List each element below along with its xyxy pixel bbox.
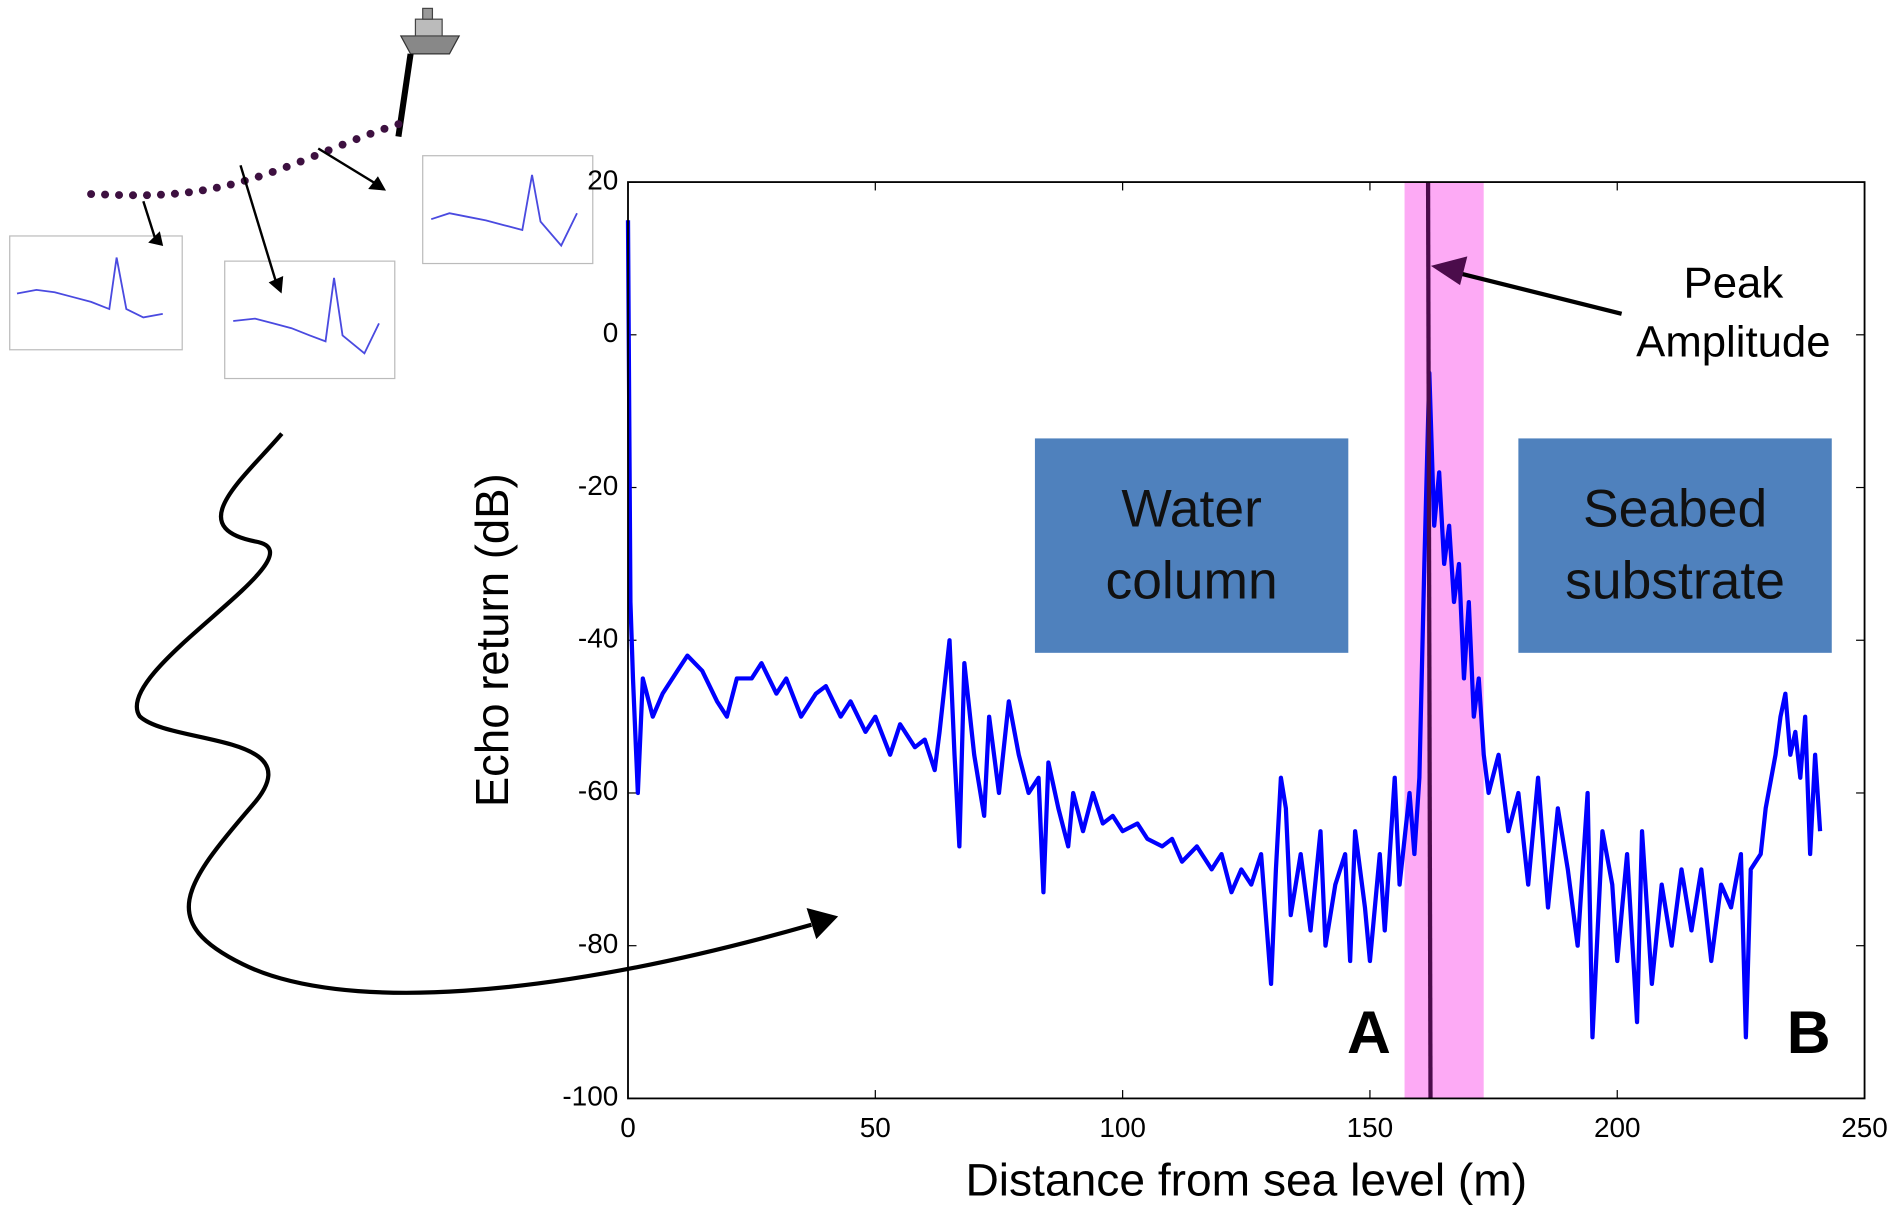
track-dot bbox=[212, 183, 221, 192]
box-label: substrate bbox=[1565, 552, 1785, 611]
track-dot bbox=[310, 152, 319, 160]
track-dot bbox=[87, 190, 96, 199]
y-tick-label: 20 bbox=[587, 165, 618, 196]
y-tick-label: -80 bbox=[578, 928, 618, 959]
x-tick-label: 150 bbox=[1347, 1112, 1394, 1143]
y-tick-label: -40 bbox=[578, 623, 618, 654]
x-tick-label: 200 bbox=[1594, 1112, 1641, 1143]
label-box bbox=[1518, 438, 1832, 653]
box-label: Water bbox=[1121, 480, 1262, 539]
peak-label: Peak bbox=[1684, 260, 1784, 308]
flow-arrow bbox=[134, 432, 813, 995]
track-dot bbox=[115, 191, 124, 199]
peak-line bbox=[1425, 182, 1433, 1099]
track-dot bbox=[101, 190, 110, 199]
peak-arrow-head bbox=[1430, 256, 1468, 286]
track-dot bbox=[184, 188, 193, 197]
track-dot bbox=[268, 167, 277, 176]
y-axis-label: Echo return (dB) bbox=[467, 473, 518, 807]
track-dot bbox=[254, 172, 263, 181]
pointer-arrows bbox=[142, 147, 387, 294]
peak-arrow bbox=[1438, 266, 1623, 316]
x-tick-label: 250 bbox=[1841, 1112, 1888, 1143]
track-dot bbox=[156, 190, 165, 199]
track-dot bbox=[129, 191, 138, 200]
box-label: column bbox=[1105, 552, 1277, 611]
region-label: A bbox=[1347, 999, 1391, 1067]
track-dot bbox=[198, 186, 207, 195]
track-dot bbox=[296, 157, 305, 166]
x-tick-label: 50 bbox=[860, 1112, 891, 1143]
track-dot bbox=[226, 180, 235, 189]
label-box bbox=[1034, 438, 1349, 653]
peak-label: Amplitude bbox=[1636, 319, 1830, 367]
track-dot bbox=[170, 189, 179, 198]
track-dot bbox=[380, 124, 389, 133]
y-tick-label: -60 bbox=[578, 775, 618, 806]
x-axis-label: Distance from sea level (m) bbox=[965, 1155, 1527, 1206]
mini-plot bbox=[422, 155, 594, 265]
x-tick-label: 0 bbox=[620, 1112, 636, 1143]
mini-plot bbox=[9, 235, 183, 351]
region-label: B bbox=[1787, 999, 1831, 1067]
flow-arrow-head bbox=[806, 907, 839, 940]
track-dot bbox=[394, 120, 403, 129]
echo-line bbox=[625, 220, 1823, 1040]
track-dot bbox=[352, 135, 361, 144]
ship-icon bbox=[399, 7, 461, 55]
track-dot bbox=[338, 140, 347, 149]
track-dot bbox=[366, 129, 375, 138]
track-dot bbox=[282, 162, 291, 171]
survey-illustration bbox=[9, 7, 839, 995]
survey-track bbox=[87, 120, 403, 200]
y-tick-label: 0 bbox=[603, 317, 619, 348]
track-dot bbox=[142, 191, 151, 200]
x-tick-label: 100 bbox=[1099, 1112, 1146, 1143]
mini-plot bbox=[224, 260, 396, 380]
y-tick-label: -100 bbox=[562, 1081, 618, 1112]
plot-frame bbox=[627, 181, 1866, 1100]
y-tick-label: -20 bbox=[578, 470, 618, 501]
box-label: Seabed bbox=[1583, 480, 1767, 539]
